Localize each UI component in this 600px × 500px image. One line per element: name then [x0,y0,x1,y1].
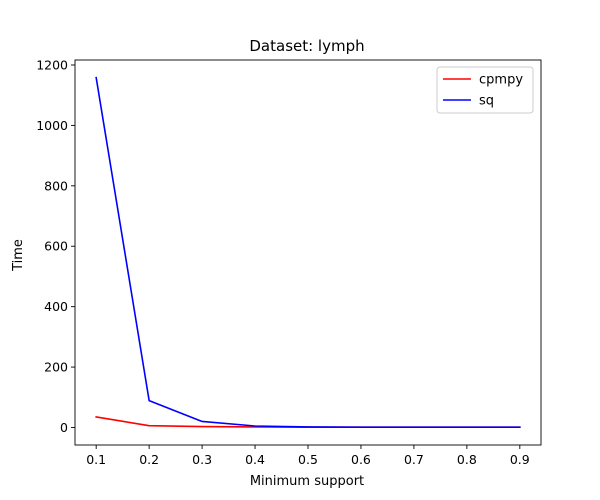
x-tick-label: 0.9 [510,452,530,467]
x-tick-label: 0.4 [245,452,265,467]
y-tick-label: 1000 [36,118,68,133]
x-tick-label: 0.1 [86,452,106,467]
chart-title: Dataset: lymph [249,37,364,55]
legend-label-cpmpy: cpmpy [479,73,523,88]
x-tick-label: 0.5 [298,452,318,467]
legend-label-sq: sq [479,94,494,109]
y-tick-label: 200 [44,360,68,375]
y-tick-label: 800 [44,178,68,193]
x-tick-label: 0.7 [404,452,424,467]
y-tick-label: 600 [44,239,68,254]
x-axis-label: Minimum support [250,474,364,489]
x-tick-label: 0.6 [351,452,371,467]
x-tick-label: 0.3 [192,452,212,467]
x-tick-label: 0.8 [457,452,477,467]
y-tick-label: 400 [44,299,68,314]
y-tick-label: 0 [60,420,68,435]
y-axis-label: Time [11,239,26,272]
y-tick-label: 1200 [36,57,68,72]
x-tick-label: 0.2 [139,452,159,467]
series-line-sq [95,76,521,429]
